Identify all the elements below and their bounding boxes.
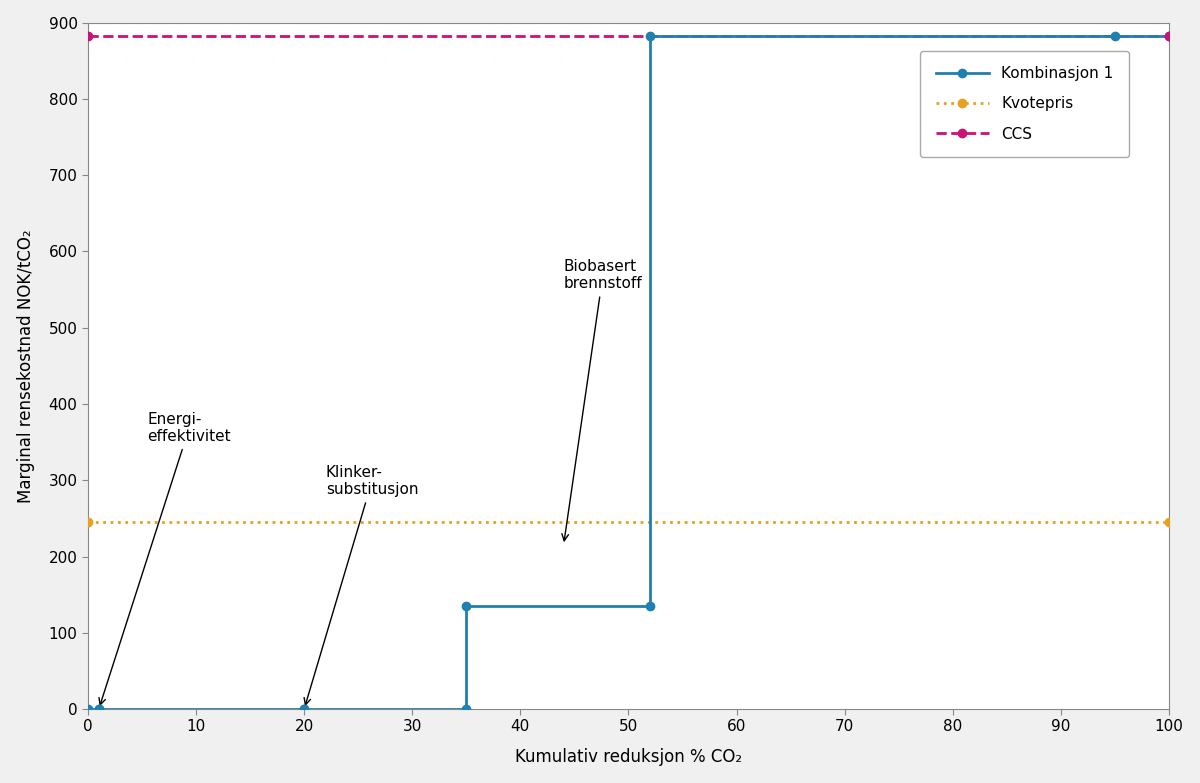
Legend: Kombinasjon 1, Kvotepris, CCS: Kombinasjon 1, Kvotepris, CCS xyxy=(920,51,1129,157)
Text: Biobasert
brennstoff: Biobasert brennstoff xyxy=(562,259,642,541)
Line: Kombinasjon 1: Kombinasjon 1 xyxy=(84,32,1174,713)
Kombinasjon 1 xyxy=(460,705,474,714)
Text: Klinker-
substitusjon: Klinker- substitusjon xyxy=(304,465,419,705)
Kombinasjon 1 xyxy=(91,705,106,714)
Text: Energi-
effektivitet: Energi- effektivitet xyxy=(98,412,232,705)
Kombinasjon 1 xyxy=(296,705,311,714)
Kombinasjon 1 xyxy=(1162,31,1176,41)
Kombinasjon 1 xyxy=(1108,31,1122,41)
Y-axis label: Marginal rensekostnad NOK/tCO₂: Marginal rensekostnad NOK/tCO₂ xyxy=(17,229,35,503)
Kombinasjon 1 xyxy=(460,601,474,611)
Kombinasjon 1 xyxy=(643,601,658,611)
Kombinasjon 1 xyxy=(80,705,95,714)
Kombinasjon 1 xyxy=(643,31,658,41)
Kombinasjon 1 xyxy=(91,705,106,714)
X-axis label: Kumulativ reduksjon % CO₂: Kumulativ reduksjon % CO₂ xyxy=(515,749,742,767)
Kombinasjon 1 xyxy=(296,705,311,714)
